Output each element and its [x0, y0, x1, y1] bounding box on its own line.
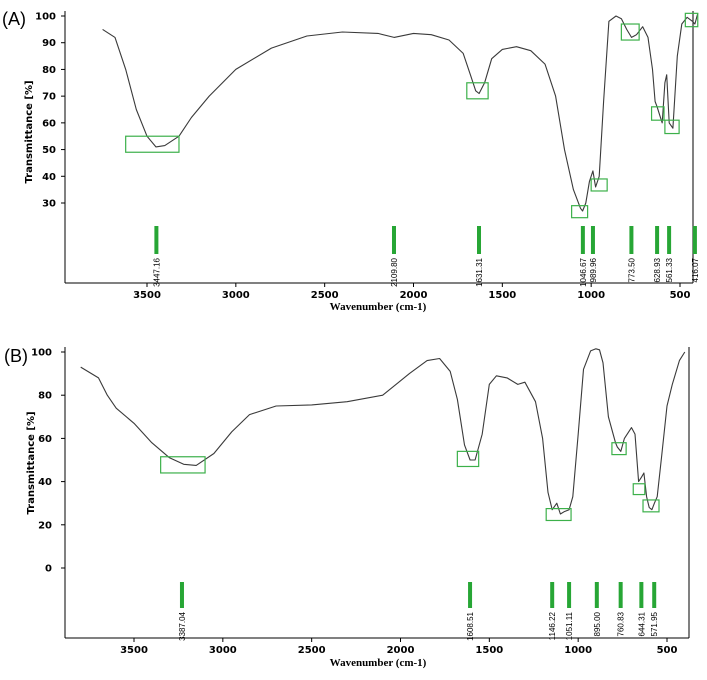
- peak-bar: [179, 582, 184, 608]
- panel-b-x-ticks: 3500 3000 2500 2000 1500 1000 500: [120, 638, 677, 656]
- peak-label: 1146.22: [548, 611, 557, 640]
- peak-highlight-box: [571, 205, 589, 219]
- y-tick-label: 60: [38, 434, 52, 445]
- peak-bar: [154, 226, 159, 254]
- x-tick-label: 1500: [488, 290, 516, 301]
- peak-bar: [567, 582, 572, 608]
- x-tick-label: 3000: [222, 290, 250, 301]
- panel-a-axes: [64, 11, 694, 284]
- peak-highlight-box: [642, 499, 660, 513]
- peak-label: 644.31: [637, 611, 646, 636]
- panel-b: (B) Transmittance [%] Wavenumber (cm-1) …: [4, 346, 690, 669]
- x-tick-label: 1500: [475, 645, 503, 656]
- panel-a-annotation-boxes: [125, 12, 699, 219]
- peak-bar: [692, 226, 697, 254]
- x-tick-label: 2000: [400, 290, 428, 301]
- y-tick-label: 80: [42, 65, 56, 76]
- panel-b-xlabel: Wavenumber (cm-1): [330, 657, 427, 669]
- panel-a-label: (A): [2, 9, 26, 29]
- spectrum-line: [102, 13, 699, 212]
- peak-bar: [652, 582, 657, 608]
- peak-bar: [639, 582, 644, 608]
- peak-highlight-box: [466, 82, 489, 100]
- y-tick-label: 30: [42, 199, 56, 210]
- y-tick-label: 50: [42, 145, 56, 156]
- peak-bar: [667, 226, 672, 254]
- peak-label: 416.07: [691, 257, 700, 282]
- peak-highlight-box: [684, 12, 699, 28]
- panel-b-annotation-boxes: [160, 442, 660, 522]
- panel-a: (A) Transmittance [%] Wavenumber (cm-1) …: [2, 9, 700, 313]
- y-tick-label: 40: [42, 172, 56, 183]
- panel-a-spectrum: [102, 13, 699, 212]
- peak-label: 1631.31: [475, 257, 484, 286]
- panel-b-ylabel: Transmittance [%]: [26, 411, 37, 514]
- peak-highlight-box: [632, 483, 646, 496]
- panel-a-ylabel: Transmittance [%]: [24, 80, 35, 183]
- peak-label: 773.50: [627, 257, 636, 282]
- peak-label: 895.00: [593, 611, 602, 636]
- peak-label: 3447.16: [152, 257, 161, 286]
- peak-highlight-box: [650, 106, 665, 121]
- peak-bar: [580, 226, 585, 254]
- x-tick-label: 1000: [577, 290, 605, 301]
- peak-highlight-box: [160, 456, 206, 474]
- y-tick-label: 90: [42, 38, 56, 49]
- peak-bar: [629, 226, 634, 254]
- peak-label: 561.33: [665, 257, 674, 282]
- peak-label: 1051.11: [565, 611, 574, 640]
- panel-b-label: (B): [4, 346, 28, 366]
- panel-b-peak-markers: 3387.04 1608.51 1146.22 1051.11 895.00 760.83…: [178, 582, 659, 641]
- peak-label: 1046.67: [579, 257, 588, 286]
- panel-b-y-ticks: 0 20 40 60 80 100: [31, 348, 65, 575]
- panel-b-spectrum: [80, 348, 686, 515]
- panel-a-x-ticks: 3500 3000 2500 2000 1500 1000 500: [133, 283, 690, 301]
- y-tick-label: 100: [35, 12, 56, 23]
- peak-bar: [618, 582, 623, 608]
- peak-bar: [468, 582, 473, 608]
- peak-label: 989.96: [589, 257, 598, 282]
- peak-bar: [391, 226, 396, 254]
- x-tick-label: 500: [670, 290, 691, 301]
- peak-bar: [655, 226, 660, 254]
- x-tick-label: 3000: [209, 645, 237, 656]
- peak-bar: [477, 226, 482, 254]
- y-tick-label: 80: [38, 391, 52, 402]
- panel-a-xlabel: Wavenumber (cm-1): [330, 301, 427, 313]
- peak-highlight-box: [664, 119, 680, 135]
- peak-highlight-box: [545, 508, 572, 522]
- x-tick-label: 1000: [564, 645, 592, 656]
- spectrum-line: [80, 348, 686, 515]
- peak-label: 571.95: [650, 611, 659, 636]
- peak-bar: [550, 582, 555, 608]
- peak-highlight-box: [456, 450, 480, 468]
- y-tick-label: 40: [38, 477, 52, 488]
- panel-a-peak-markers: 3447.16 2109.80 1631.31 1046.67 989.96 773.50…: [152, 226, 700, 287]
- y-tick-label: 60: [42, 118, 56, 129]
- x-tick-label: 3500: [133, 290, 161, 301]
- peak-label: 1608.51: [466, 611, 475, 640]
- peak-highlight-box: [125, 135, 180, 153]
- x-tick-label: 2500: [311, 290, 339, 301]
- y-tick-label: 70: [42, 92, 56, 103]
- x-tick-label: 3500: [120, 645, 148, 656]
- peak-label: 628.93: [653, 257, 662, 282]
- x-tick-label: 2500: [298, 645, 326, 656]
- peak-label: 3387.04: [178, 611, 187, 640]
- peak-bar: [590, 226, 595, 254]
- peak-label: 760.83: [617, 611, 626, 636]
- x-tick-label: 2000: [387, 645, 415, 656]
- peak-bar: [594, 582, 599, 608]
- y-tick-label: 0: [45, 564, 52, 575]
- y-tick-label: 20: [38, 520, 52, 531]
- peak-label: 2109.80: [390, 257, 399, 286]
- panel-a-y-ticks: 30 40 50 60 70 80 90 100: [35, 12, 65, 210]
- peak-highlight-box: [620, 23, 640, 41]
- y-tick-label: 100: [31, 348, 52, 359]
- peak-highlight-box: [590, 178, 608, 192]
- peak-highlight-box: [611, 442, 627, 456]
- x-tick-label: 500: [657, 645, 678, 656]
